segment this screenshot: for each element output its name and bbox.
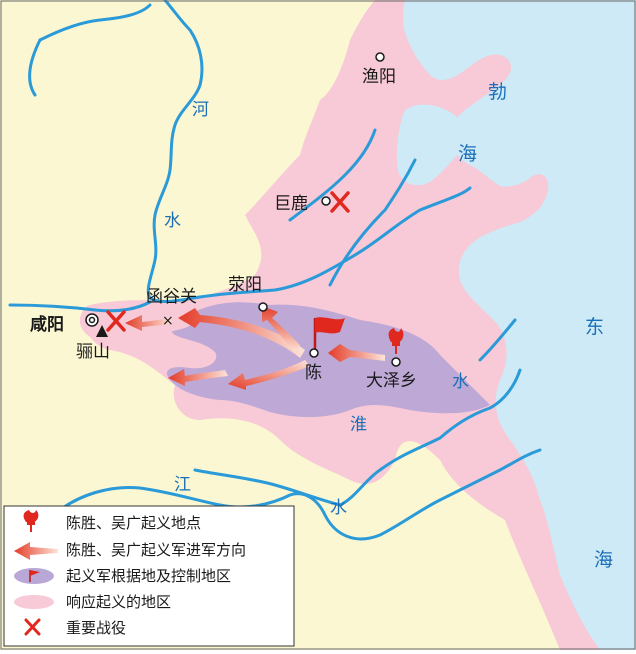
chen-flag	[313, 317, 345, 350]
river-north-branch	[328, 158, 417, 287]
legend: 陈胜、吴广起义地点 陈胜、吴广起义军进军方向 起义军根据地及控制地区 响应起义的…	[3, 505, 295, 647]
yuyang-marker	[375, 52, 385, 62]
march-arrow-chen-hangu	[178, 308, 305, 358]
julu-label: 巨鹿	[274, 194, 308, 214]
legend-label-torch: 陈胜、吴广起义地点	[66, 514, 201, 532]
legend-march-arrow-icon	[14, 542, 58, 560]
march-arrow-west-upper	[125, 315, 172, 331]
donghai-label-2: 海	[594, 549, 613, 571]
huai-label-2: 水	[452, 372, 469, 392]
sea	[402, 0, 636, 650]
dazexiang-marker	[391, 357, 401, 367]
yellow-river-bend	[28, 38, 42, 97]
legend-label-march: 陈胜、吴广起义军进军方向	[66, 541, 246, 559]
chen-label: 陈	[305, 363, 322, 383]
battle-cross-julu	[330, 191, 350, 213]
yellow-river-upper	[38, 3, 152, 42]
xianyang-marker-inner	[88, 316, 96, 324]
hanguguan-pass-marker: ×	[162, 313, 174, 329]
xianyang-label: 咸阳	[30, 314, 64, 335]
march-arrow-chen-xingyang	[262, 306, 300, 352]
wei-river	[8, 300, 152, 313]
legend-torch-icon	[23, 510, 39, 532]
he-label-1: 河	[192, 100, 209, 120]
yellow-river	[146, 0, 472, 304]
dazexiang-label: 大泽乡	[366, 371, 417, 391]
rivers	[8, 0, 542, 541]
march-arrow-chen-southwest	[228, 360, 310, 390]
lishan-label: 骊山	[76, 342, 110, 362]
jiang-label-2: 水	[330, 498, 347, 518]
chen-marker	[309, 348, 319, 358]
yangtze-river	[58, 448, 542, 541]
yuyang-label: 渔阳	[362, 67, 396, 87]
hanguguan-label: 函谷关	[146, 287, 197, 307]
march-arrows	[125, 306, 385, 390]
march-arrow-west-lower	[168, 369, 228, 386]
legend-response-area-icon	[14, 595, 54, 609]
donghai-label-1: 东	[585, 316, 604, 338]
march-arrow-dazexiang-chen	[328, 344, 385, 362]
he-label-2: 水	[164, 211, 181, 231]
river-northeast	[288, 128, 377, 222]
legend-label-battle: 重要战役	[66, 619, 126, 637]
huai-river	[193, 368, 522, 507]
xingyang-label: 荥阳	[228, 275, 262, 295]
legend-label-response: 响应起义的地区	[66, 593, 171, 611]
julu-marker	[321, 196, 331, 206]
legend-label-base: 起义军根据地及控制地区	[66, 567, 231, 585]
legend-base-area-icon	[14, 568, 54, 584]
bohai-label-2: 海	[458, 143, 477, 165]
bohai-label-1: 勃	[488, 81, 507, 103]
xingyang-marker	[258, 302, 268, 312]
huai-label-1: 淮	[350, 415, 367, 435]
torch-icon-dazexiang	[388, 328, 404, 354]
jiang-label-1: 江	[174, 475, 191, 495]
place-markers	[85, 52, 401, 367]
river-east-coast	[478, 318, 517, 362]
lishan-mountain-icon	[96, 325, 108, 337]
battle-cross-xianyang	[106, 310, 126, 332]
legend-battle-cross-icon	[24, 618, 41, 636]
